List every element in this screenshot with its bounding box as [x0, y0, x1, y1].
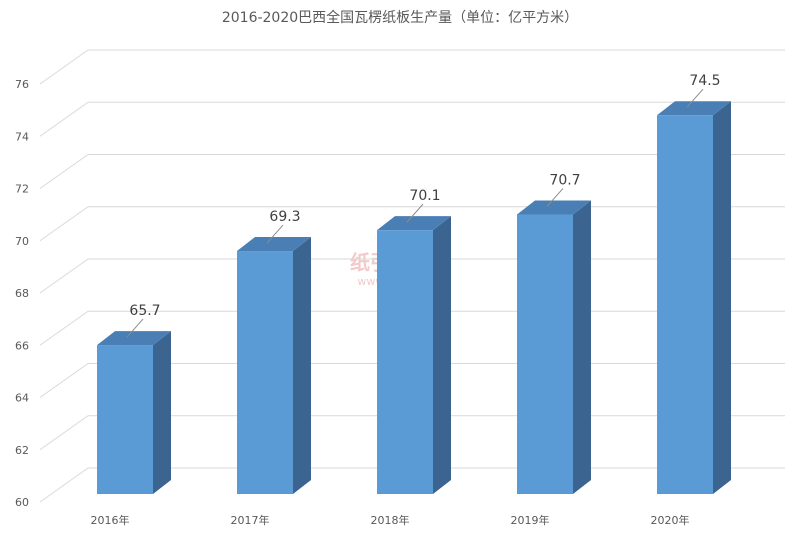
- y-tick-label: 64: [15, 392, 29, 405]
- grid-line: [39, 310, 89, 346]
- grid-line: [39, 49, 89, 85]
- grid-line: [39, 258, 89, 294]
- bar: [237, 251, 293, 494]
- x-tick-label: 2019年: [511, 513, 550, 527]
- x-tick-label: 2020年: [651, 513, 690, 527]
- grid-line: [39, 206, 89, 242]
- leader-line: [126, 318, 144, 338]
- bar-side: [433, 216, 451, 494]
- bar-top: [237, 237, 311, 252]
- grid-line: [39, 101, 89, 137]
- y-tick-label: 72: [15, 183, 29, 196]
- bar: [517, 214, 573, 494]
- grid-line: [39, 363, 89, 398]
- bar-side: [713, 101, 731, 494]
- bar-side: [293, 237, 311, 494]
- value-label: 74.5: [689, 73, 720, 89]
- bar-side: [573, 200, 591, 494]
- grid-line: [39, 467, 89, 503]
- value-label: 70.7: [549, 172, 580, 188]
- y-tick-label: 62: [15, 444, 29, 457]
- bar-top: [377, 216, 451, 231]
- bar-top: [657, 101, 731, 116]
- leader-line: [266, 224, 284, 244]
- grid-line: [39, 415, 89, 451]
- y-tick-label: 76: [15, 78, 29, 91]
- leader-line: [686, 88, 704, 108]
- y-tick-label: 74: [15, 130, 29, 143]
- bar-side: [153, 331, 171, 494]
- y-tick-label: 66: [15, 339, 29, 352]
- grid-line: [39, 154, 89, 189]
- bar: [97, 345, 153, 494]
- x-tick-label: 2016年: [91, 513, 130, 527]
- leader-line: [406, 203, 424, 223]
- bar: [377, 230, 433, 494]
- x-tick-label: 2017年: [231, 513, 270, 527]
- bar-top: [517, 200, 591, 215]
- chart-title: 2016-2020巴西全国瓦楞纸板生产量（单位：亿平方米）: [222, 9, 578, 26]
- value-label: 65.7: [129, 303, 160, 319]
- value-label: 69.3: [269, 209, 300, 225]
- y-tick-label: 70: [15, 235, 29, 248]
- x-tick-label: 2018年: [371, 513, 410, 527]
- value-label: 70.1: [409, 188, 440, 204]
- bar-top: [97, 331, 171, 346]
- y-tick-label: 68: [15, 287, 29, 300]
- y-tick-label: 60: [15, 496, 29, 509]
- leader-line: [546, 188, 564, 207]
- bar: [657, 115, 713, 494]
